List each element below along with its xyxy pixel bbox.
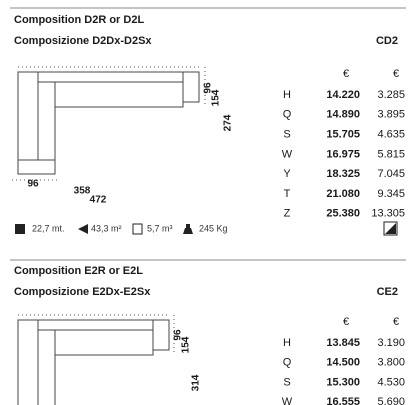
price: 25.380 [326, 208, 360, 220]
price: 15.705 [326, 129, 360, 141]
title: Composition D2R or D2L [14, 14, 144, 26]
price: 21.080 [326, 188, 360, 200]
dimension-label: 274 [223, 114, 234, 131]
price: 3.895 [377, 109, 405, 121]
price: 5.815 [377, 148, 405, 160]
price-grade: S [283, 376, 290, 388]
price: 13.845 [326, 337, 360, 349]
dimension-label: 472 [90, 195, 107, 206]
dimension-label: 96 [173, 329, 184, 341]
code: CD2 [376, 35, 398, 47]
price: 16.555 [326, 396, 360, 405]
subtitle: Composizione E2Dx-E2Sx [14, 286, 151, 298]
price-grade: S [283, 129, 290, 141]
price-grade: Y [283, 168, 291, 180]
currency: € [393, 68, 399, 80]
dimension-label: 154 [211, 89, 222, 106]
dimension-label: 154 [181, 336, 192, 353]
dimension-label: 96 [27, 179, 39, 190]
sofa-diagram [12, 66, 206, 181]
price: 3.285 [377, 89, 405, 101]
currency: € [393, 316, 399, 328]
price-grade: Z [284, 208, 291, 220]
subtitle: Composizione D2Dx-D2Sx [14, 35, 152, 47]
price: 13.305 [371, 208, 405, 220]
spec: 43,3 m² [91, 223, 122, 233]
dimension-label: 314 [191, 374, 202, 391]
dimension-label: 96 [203, 82, 214, 94]
price: 15.300 [326, 376, 360, 388]
price: 14.500 [326, 357, 360, 369]
sofa-diagram [17, 314, 175, 405]
spec: 22,7 mt. [32, 223, 65, 233]
spec-icons [15, 221, 398, 236]
price-grade: H [283, 337, 291, 349]
price: 4.530 [377, 376, 405, 388]
price-grade: Q [283, 109, 292, 121]
title: Composition E2R or E2L [14, 265, 143, 277]
price: 9.345 [377, 188, 405, 200]
spec: 245 Kg [199, 223, 228, 233]
price-grade: Q [283, 357, 292, 369]
price: 16.975 [326, 148, 360, 160]
price: 5.690 [377, 396, 405, 405]
price: 3.190 [377, 337, 405, 349]
code: CE2 [377, 286, 398, 298]
price: 18.325 [326, 168, 360, 180]
currency: € [343, 68, 349, 80]
price: 4.635 [377, 129, 405, 141]
price: 14.890 [326, 109, 360, 121]
dimension-label: 358 [74, 186, 91, 197]
currency: € [343, 316, 349, 328]
price-grade: W [282, 148, 293, 160]
spec: 5,7 m³ [147, 223, 173, 233]
price-grade: T [284, 188, 291, 200]
price-grade: W [282, 396, 293, 405]
price: 14.220 [326, 89, 360, 101]
price: 7.045 [377, 168, 405, 180]
price-grade: H [283, 89, 291, 101]
price: 3.800 [377, 357, 405, 369]
